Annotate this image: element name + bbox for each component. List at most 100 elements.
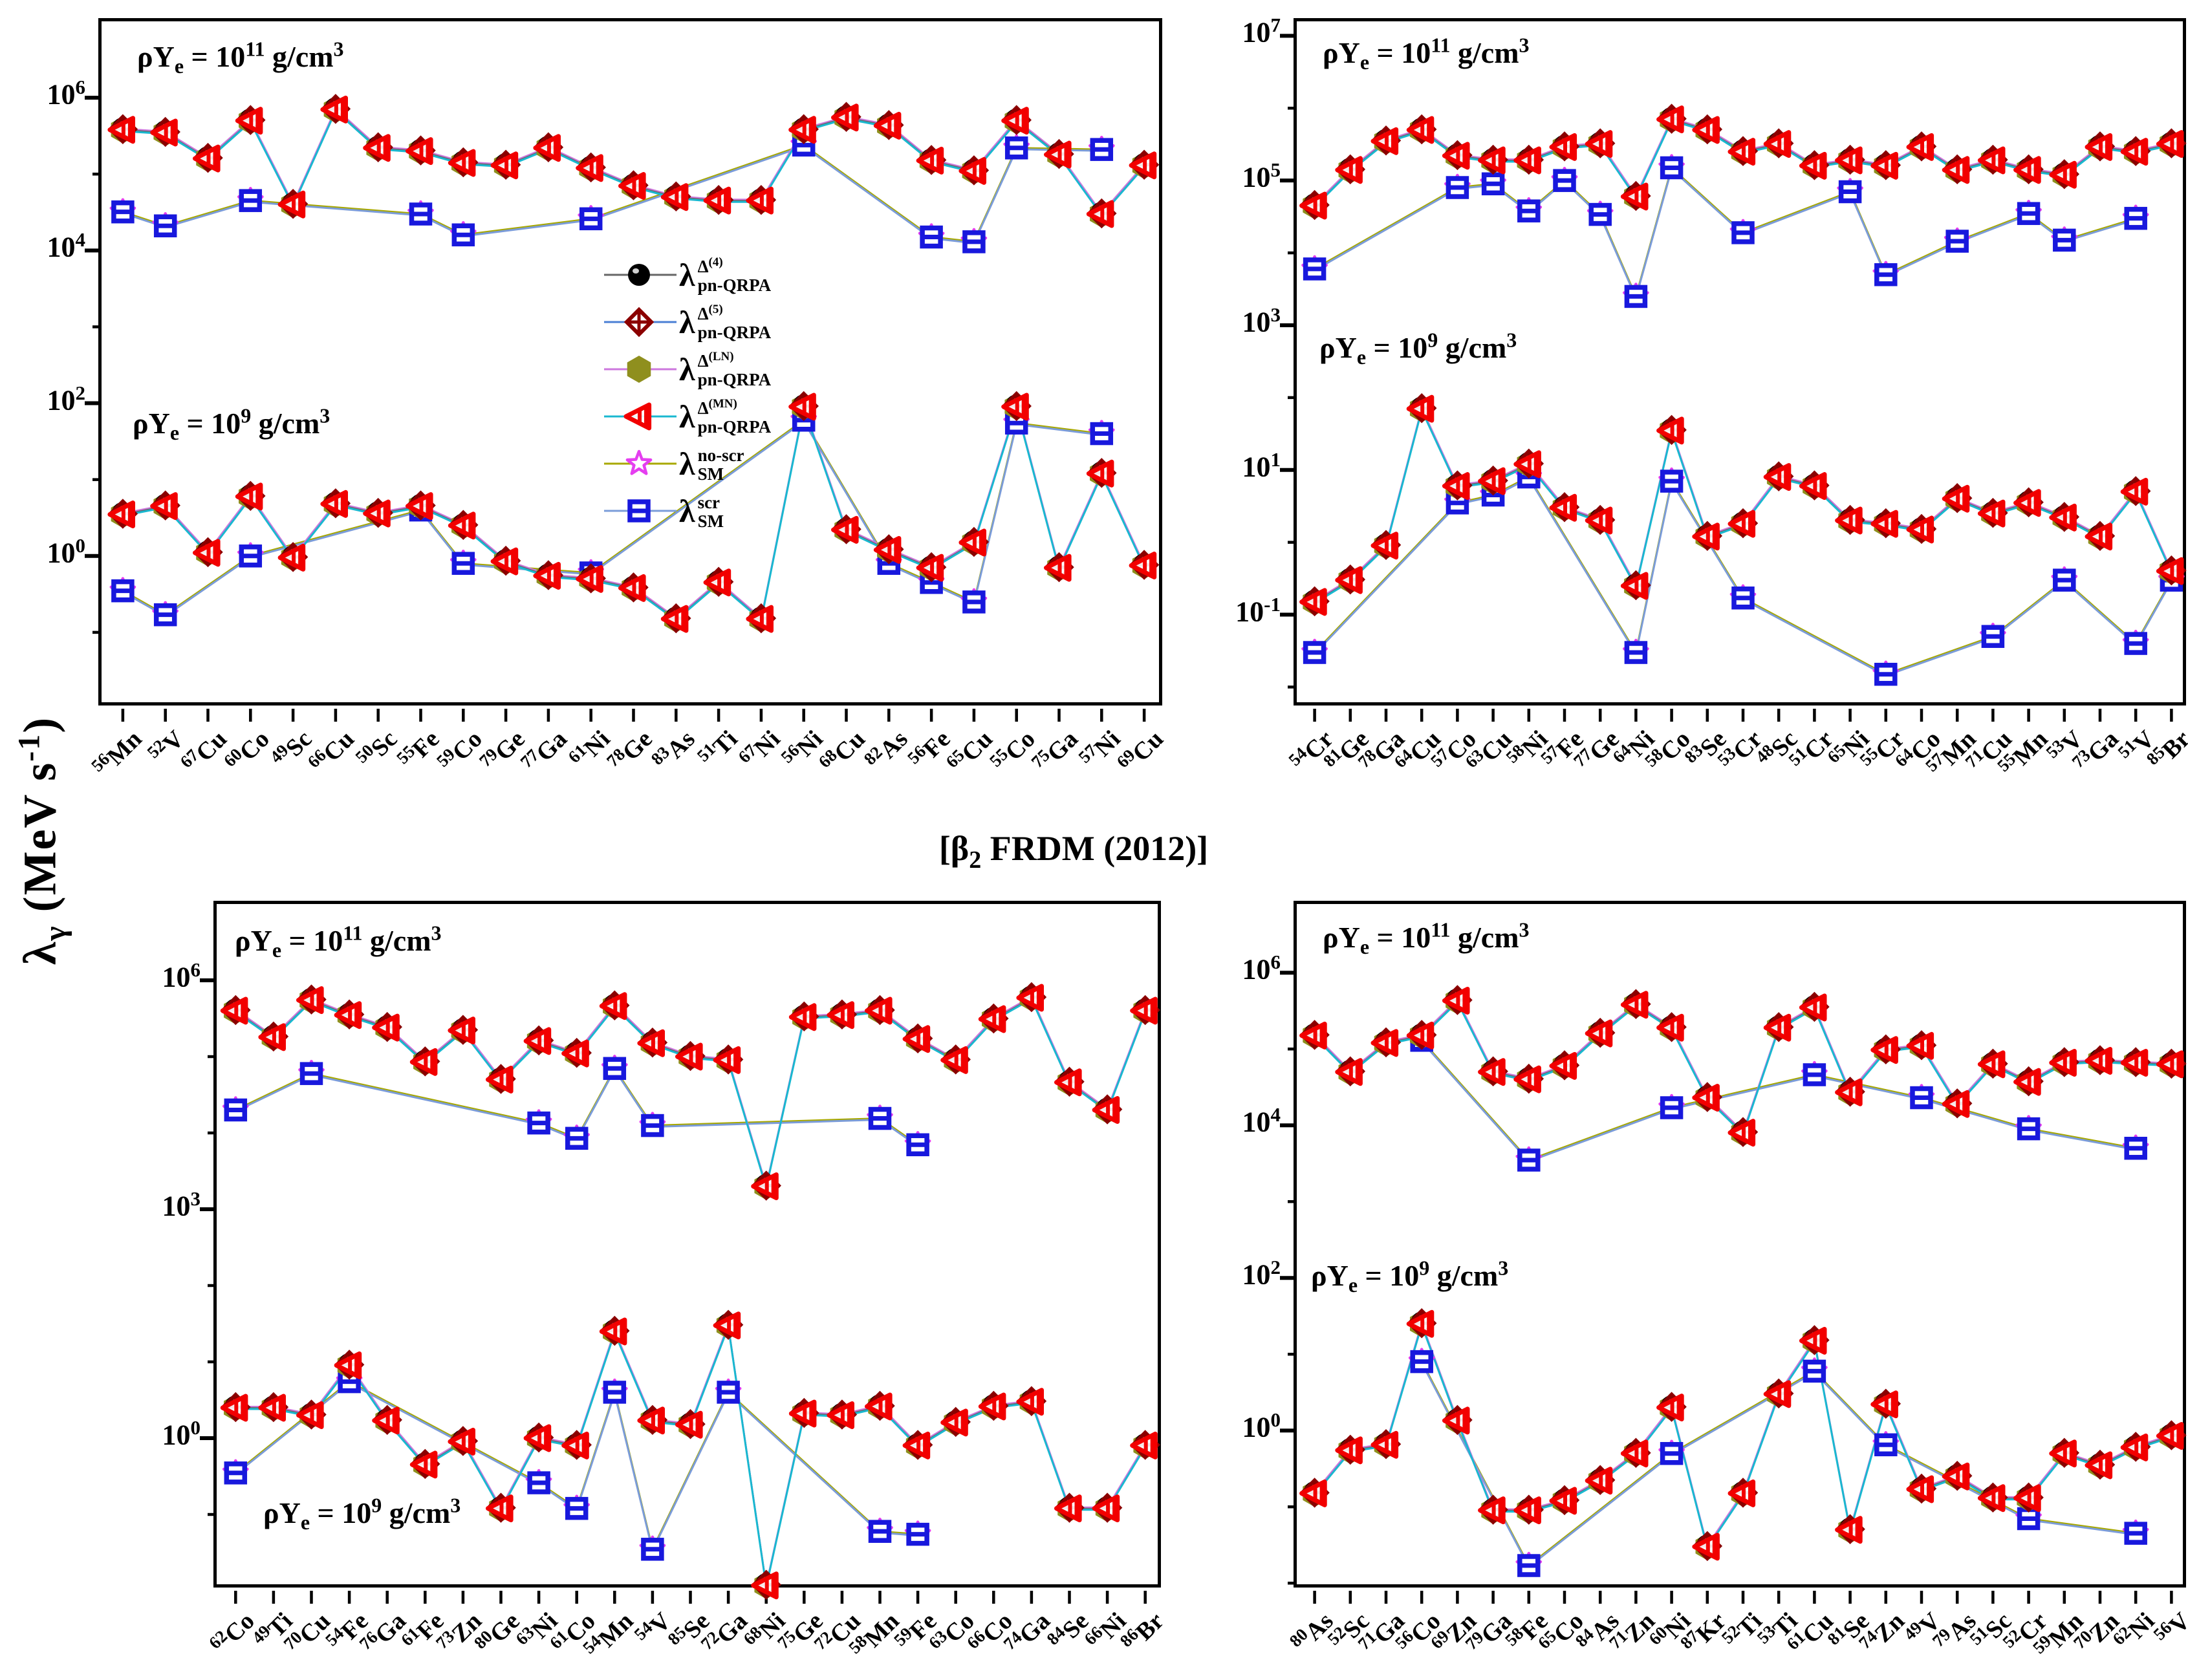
hexagon-marker [627, 355, 651, 383]
triangle-left-marker [372, 1013, 400, 1042]
series-line [235, 1322, 1146, 1586]
density-label-low: ρYe = 109 g/cm3 [263, 1493, 461, 1535]
triangle-left-marker [2013, 489, 2041, 517]
triangle-left-marker [1942, 1090, 1970, 1118]
triangle-left-marker [1335, 1058, 1363, 1086]
y-tick-label: 101 [1242, 447, 1281, 483]
series-line [1314, 407, 2172, 605]
triangle-left-marker [1870, 151, 1898, 180]
y-tick-label: 103 [1242, 303, 1281, 338]
plot-area [85, 94, 1160, 722]
triangle-left-marker [1016, 1388, 1044, 1416]
triangle-left-marker [1299, 1479, 1327, 1507]
triangle-left-marker [1299, 1021, 1327, 1050]
triangle-left-marker [277, 543, 306, 572]
triangle-left-marker [959, 156, 986, 185]
triangle-left-marker [2049, 503, 2077, 532]
triangle-left-marker [1942, 1462, 1970, 1491]
legend-label: λ Δ(4) pn-QRPA [679, 255, 772, 295]
triangle-left-marker [334, 1351, 362, 1379]
triangle-left-marker [561, 1039, 589, 1068]
triangle-left-marker [599, 992, 627, 1020]
triangle-left-marker [1585, 1467, 1613, 1495]
triangle-left-marker [486, 1494, 514, 1523]
triangle-left-marker [1620, 1439, 1649, 1468]
triangle-left-marker [2085, 522, 2113, 551]
density-label-low: ρYe = 109 g/cm3 [1311, 1256, 1509, 1297]
triangle-left-marker [1001, 107, 1029, 135]
legend-item-circle: λ Δ(4) pn-QRPA [601, 251, 771, 298]
triangle-left-marker [660, 183, 689, 211]
triangle-left-marker [1585, 130, 1613, 158]
x-tick-label: 57Ni [1074, 725, 1126, 767]
triangle-left-marker [1763, 1380, 1792, 1408]
panel-bottom-right: ρYe = 1011 g/cm3 ρYe = 109 g/cm3 [1280, 901, 2187, 1604]
triangle-left-marker [1406, 1021, 1435, 1050]
triangle-left-marker [1942, 484, 1970, 513]
triangle-left-marker [2120, 1048, 2149, 1077]
legend-item-triangle-left: λ Δ(MN) pn-QRPA [601, 393, 771, 440]
legend-label: λ no-scr SM [679, 445, 744, 484]
triangle-left-marker [2049, 160, 2077, 189]
triangle-left-marker [902, 1431, 931, 1459]
triangle-left-marker [831, 515, 859, 544]
triangle-left-marker [1585, 1019, 1613, 1048]
triangle-left-marker [1870, 510, 1898, 538]
triangle-left-marker [751, 1571, 779, 1600]
triangle-left-marker [1478, 1058, 1506, 1086]
triangle-left-marker [2120, 1433, 2149, 1461]
triangle-left-marker [1835, 1516, 1863, 1544]
triangle-left-marker [320, 490, 348, 518]
triangle-left-marker [1728, 138, 1756, 166]
triangle-left-marker [220, 1394, 248, 1422]
triangle-left-marker [533, 134, 561, 162]
triangle-left-marker [1942, 156, 1970, 184]
legend-label: λ Δ(5) pn-QRPA [679, 303, 772, 342]
triangle-left-marker [902, 1025, 931, 1053]
triangle-left-marker [746, 186, 774, 215]
triangle-left-marker [1799, 151, 1827, 180]
triangle-left-marker [1692, 522, 1720, 551]
triangle-left-marker [1044, 140, 1072, 169]
series-line [1314, 405, 2172, 601]
triangle-left-marker [623, 402, 652, 430]
x-tick-label: 69Cu [1112, 725, 1169, 772]
triangle-left-marker [788, 1399, 817, 1428]
triangle-left-marker [2085, 1451, 2113, 1480]
y-tick-label: 106 [47, 75, 86, 111]
legend-item-hexagon: λ Δ(LN) pn-QRPA [601, 345, 771, 393]
triangle-left-marker [1299, 588, 1327, 616]
triangle-left-marker [523, 1027, 552, 1055]
triangle-left-marker [1763, 1013, 1792, 1042]
density-label-high: ρYe = 1011 g/cm3 [235, 921, 442, 962]
triangle-left-marker [1906, 515, 1934, 544]
triangle-left-marker [1406, 116, 1435, 144]
triangle-left-marker [2156, 1050, 2184, 1079]
legend: λ Δ(4) pn-QRPA λ Δ(5) pn-QRPA λ Δ(LN) pn-QRPA λ Δ(… [601, 251, 771, 534]
triangle-left-marker [940, 1408, 968, 1437]
triangle-left-marker [703, 568, 731, 597]
triangle-left-marker [827, 1001, 854, 1029]
triangle-left-marker [2156, 130, 2184, 158]
triangle-left-marker [193, 539, 221, 567]
plot-area [1280, 34, 2187, 722]
panel-bottom-left: ρYe = 1011 g/cm3 ρYe = 109 g/cm3 [200, 901, 1161, 1604]
triangle-left-marker [448, 1427, 475, 1456]
triangle-left-marker [150, 118, 178, 147]
plot-area [200, 978, 1160, 1604]
triangle-left-marker [107, 501, 135, 529]
triangle-left-marker [448, 149, 476, 177]
triangle-left-marker [1086, 200, 1114, 228]
triangle-left-marker [637, 1406, 665, 1435]
hexagon-icon [604, 355, 677, 383]
series-line [1314, 1322, 2172, 1551]
triangle-left-marker [940, 1046, 968, 1074]
triangle-left-marker [107, 116, 135, 144]
triangle-left-marker [1835, 1078, 1863, 1106]
circle-icon [604, 263, 677, 286]
triangle-left-marker [827, 1401, 854, 1429]
y-tick-label: 102 [1242, 1256, 1281, 1291]
triangle-left-marker [296, 986, 324, 1015]
density-label-high: ρYe = 1011 g/cm3 [1323, 33, 1530, 74]
triangle-left-marker [831, 103, 859, 132]
